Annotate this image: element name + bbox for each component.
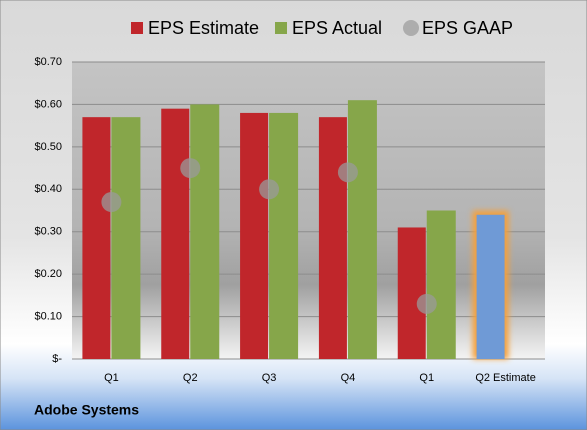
y-tick-label: $- — [52, 353, 62, 365]
gaap-dot — [337, 162, 358, 183]
footer: Adobe Systems — [34, 402, 139, 418]
bar — [476, 214, 505, 359]
x-tick-label: Q4 — [341, 372, 356, 384]
x-tick-label: Q3 — [262, 372, 277, 384]
x-tick-label: Q2 — [183, 372, 198, 384]
plot-area — [72, 62, 545, 359]
gaap-dot — [180, 158, 201, 179]
y-tick-label: $0.20 — [34, 268, 62, 280]
x-tick-label: Q1 — [104, 372, 119, 384]
bar — [240, 112, 269, 360]
gaap-dot — [259, 179, 280, 200]
x-tick-label: Q2 Estimate — [475, 372, 536, 384]
legend-marker — [131, 22, 143, 34]
y-tick-label: $0.40 — [34, 183, 62, 195]
bar — [82, 117, 111, 360]
bar — [190, 104, 220, 359]
bar — [347, 100, 377, 359]
legend: EPS Estimate EPS Actual EPS GAAP — [131, 18, 513, 38]
bar — [269, 112, 299, 360]
legend-label: EPS Actual — [292, 18, 382, 38]
bar — [318, 117, 347, 360]
y-tick-label: $0.70 — [34, 56, 62, 68]
legend-label: EPS Estimate — [148, 18, 259, 38]
bar — [161, 108, 190, 360]
gaap-dot — [416, 293, 437, 314]
y-tick-label: $0.60 — [34, 98, 62, 110]
gaap-dot — [101, 192, 122, 213]
y-tick-label: $0.10 — [34, 310, 62, 322]
legend-label: EPS GAAP — [422, 18, 513, 38]
legend-marker — [275, 22, 287, 34]
y-tick-label: $0.30 — [34, 226, 62, 238]
bar — [111, 117, 141, 360]
bar — [397, 227, 426, 359]
bar — [426, 210, 456, 359]
legend-marker — [403, 20, 419, 36]
x-tick-label: Q1 — [419, 372, 434, 384]
y-tick-label: $0.50 — [34, 141, 62, 153]
